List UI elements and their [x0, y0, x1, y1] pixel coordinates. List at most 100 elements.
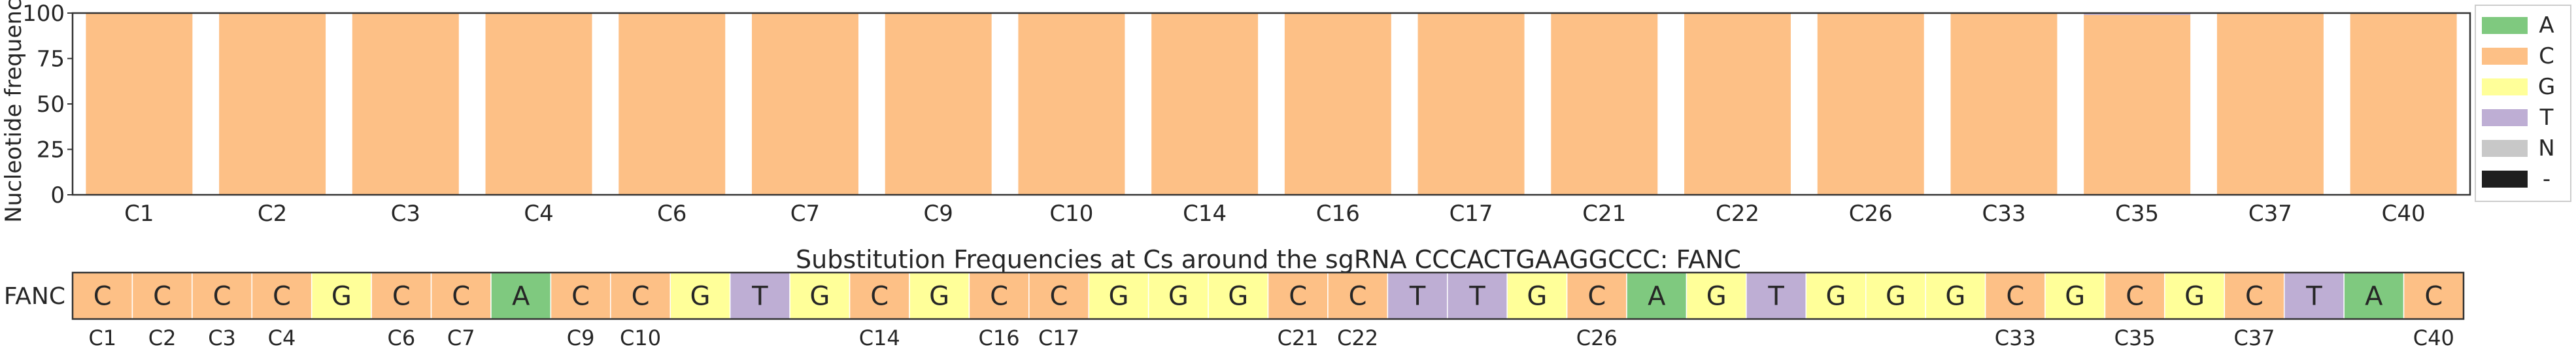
- position-label: C7: [447, 326, 475, 350]
- position-label: C3: [208, 326, 236, 350]
- sequence-cell: [1208, 272, 1269, 320]
- sequence-base: G: [1826, 282, 1846, 312]
- legend-label: -: [2543, 166, 2551, 192]
- position-label: C35: [2114, 326, 2156, 350]
- y-tick-label: 100: [22, 1, 65, 27]
- legend-label: G: [2538, 74, 2555, 100]
- position-label: C16: [979, 326, 1020, 350]
- x-tick-label: C22: [1716, 201, 1759, 227]
- sequence-cell: [311, 272, 372, 320]
- sequence-base: C: [452, 282, 470, 312]
- sequence-cell: [2343, 272, 2405, 320]
- legend-swatch: [2482, 140, 2528, 157]
- sequence-base: C: [153, 282, 171, 312]
- bar-C10-C: [1018, 13, 1125, 195]
- x-tick-label: C37: [2248, 201, 2292, 227]
- sequence-cell: [1626, 272, 1687, 320]
- bar-C37-C: [2216, 13, 2324, 195]
- position-label: C14: [859, 326, 900, 350]
- sequence-base: C: [2006, 282, 2024, 312]
- legend-swatch: [2482, 17, 2528, 34]
- bar-C2-C: [219, 13, 326, 195]
- sequence-base: G: [809, 282, 830, 312]
- sequence-cell: [131, 272, 193, 320]
- sequence-base: C: [392, 282, 411, 312]
- sequence-cell: [2104, 272, 2165, 320]
- sequence-cell: [72, 272, 133, 320]
- sequence-frame: [71, 271, 2465, 320]
- sequence-base: A: [2365, 282, 2383, 312]
- bar-plot-frame: [71, 12, 2471, 196]
- bar-C40-C: [2350, 13, 2457, 195]
- bar-C35-C: [2084, 14, 2191, 195]
- sequence-base: G: [1108, 282, 1128, 312]
- sequence-base: G: [1168, 282, 1189, 312]
- x-axis: C1 C2 C3 C4 C6 C7 C9 C10 C14 C16 C17 C21 C22 C26 C33 C3…: [124, 201, 2425, 227]
- sequence-base: T: [2305, 282, 2322, 312]
- position-label: C2: [148, 326, 177, 350]
- y-axis: 0 25 50 75 100: [22, 1, 73, 209]
- sequence-base: G: [690, 282, 710, 312]
- sequence-cell: [1327, 272, 1389, 320]
- sequence-cell: [729, 272, 790, 320]
- sequence-base: G: [1527, 282, 1547, 312]
- sequence-base: A: [1648, 282, 1666, 312]
- bar-C17-C: [1417, 13, 1525, 195]
- sequence-cell: [1447, 272, 1508, 320]
- position-label: C22: [1337, 326, 1378, 350]
- sequence-base: G: [1228, 282, 1248, 312]
- sequence-cell: [550, 272, 611, 320]
- x-tick-label: C6: [657, 201, 686, 227]
- bar-C3-C: [352, 13, 459, 195]
- sequence-base: C: [571, 282, 590, 312]
- sequence-cell: [1746, 272, 1807, 320]
- sequence-cell: [1088, 272, 1149, 320]
- sequence-base: G: [1886, 282, 1906, 312]
- bar-chart: [86, 13, 2457, 195]
- x-tick-label: C21: [1582, 201, 1626, 227]
- x-tick-label: C35: [2115, 201, 2159, 227]
- sequence-base: C: [213, 282, 231, 312]
- sequence-base: A: [512, 282, 530, 312]
- position-label: C9: [567, 326, 595, 350]
- position-label: C40: [2413, 326, 2454, 350]
- sequence-cell: [2164, 272, 2226, 320]
- bar-C7-C: [751, 13, 858, 195]
- x-tick-label: C33: [1982, 201, 2025, 227]
- sequence-row-label: FANC: [4, 283, 65, 310]
- x-tick-label: C16: [1316, 201, 1360, 227]
- sequence-base: G: [1706, 282, 1727, 312]
- bar-C6-C: [619, 13, 726, 195]
- position-labels: C1 C2 C3 C4 C6 C7 C9 C10 C14 C16 C17 C21 C22 C26 C33 C3…: [88, 326, 2454, 350]
- y-tick-label: 25: [37, 137, 65, 163]
- sequence-base: C: [2424, 282, 2443, 312]
- sequence-cell: [968, 272, 1030, 320]
- sequence-title: Substitution Frequencies at Cs around th…: [796, 245, 1741, 274]
- sequence-base: C: [2126, 282, 2144, 312]
- bar-C1-C: [86, 13, 193, 195]
- legend-frame: [2475, 5, 2571, 202]
- position-label: C17: [1038, 326, 1079, 350]
- position-label: C26: [1576, 326, 1618, 350]
- sequence-cell: [909, 272, 970, 320]
- sequence-base: G: [331, 282, 352, 312]
- sequence-cell: [789, 272, 851, 320]
- x-tick-label: C9: [924, 201, 953, 227]
- x-tick-label: C26: [1849, 201, 1893, 227]
- legend-swatch: [2482, 109, 2528, 126]
- sequence-cell: [1147, 272, 1209, 320]
- legend-label: C: [2539, 43, 2554, 69]
- legend-swatch: [2482, 78, 2528, 95]
- sequence-base: T: [751, 282, 768, 312]
- position-label: C21: [1278, 326, 1319, 350]
- sequence-base: T: [1767, 282, 1784, 312]
- bar-C9-C: [885, 13, 992, 195]
- sequence-base: C: [1587, 282, 1606, 312]
- sequence-cell: [1984, 272, 2046, 320]
- position-label: C6: [387, 326, 415, 350]
- sequence-base: T: [1409, 282, 1426, 312]
- legend-swatch: [2482, 48, 2528, 65]
- legend-label: N: [2538, 135, 2554, 161]
- x-tick-label: C2: [258, 201, 287, 227]
